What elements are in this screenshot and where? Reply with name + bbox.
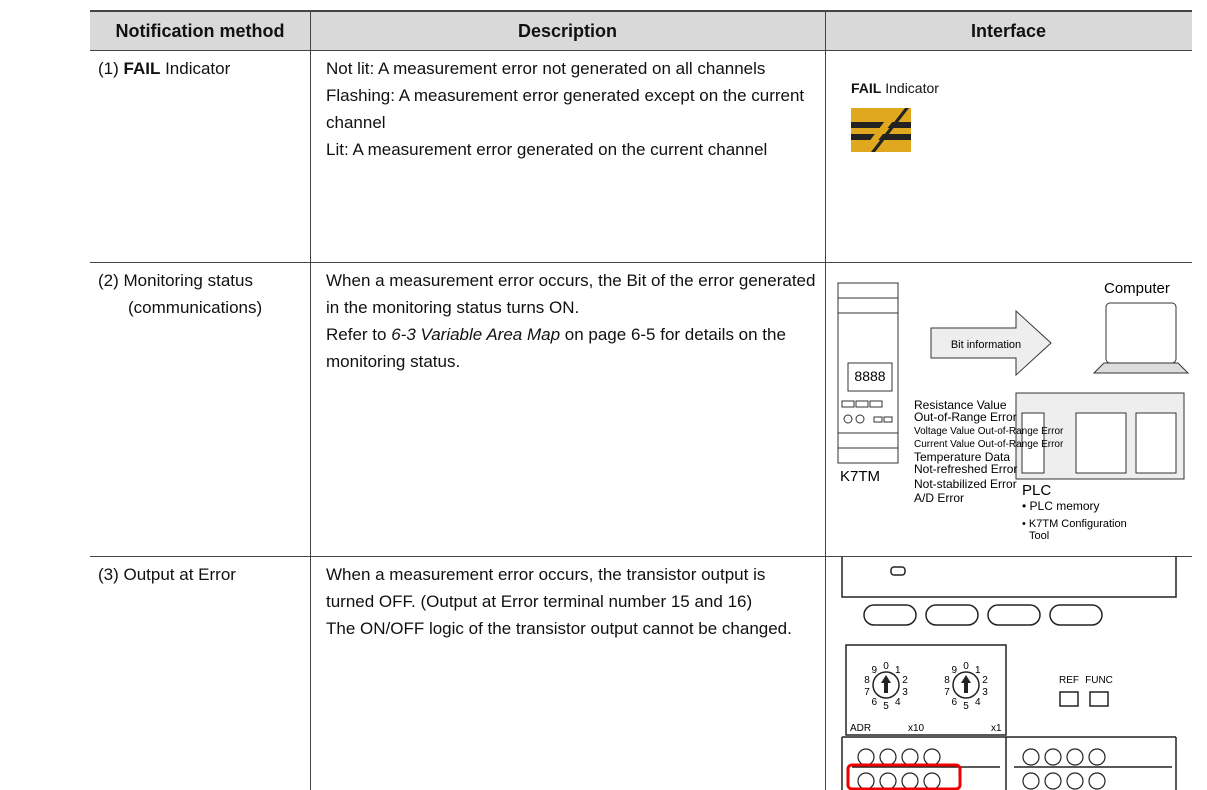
row-line	[90, 262, 1192, 263]
text: on page 6-5 for details on the monitorin…	[326, 325, 786, 371]
text: Flashing: A measurement error generated …	[326, 86, 805, 132]
fail-icon	[851, 108, 911, 152]
text: When a measurement error occurs, the Bit…	[326, 271, 816, 317]
arrow-label: Bit information	[951, 339, 1021, 351]
dial-digit: 4	[975, 697, 981, 708]
dial-digit: 8	[944, 675, 950, 686]
method-cell: (1) FAIL Indicator	[98, 55, 303, 82]
dial-digit: 3	[982, 687, 988, 698]
method-cell: (2) Monitoring status (communications)	[98, 271, 263, 317]
error-text: Voltage Value Out-of-Range Error	[914, 426, 1064, 437]
text: FAIL	[851, 80, 882, 96]
dial-digit: 9	[951, 665, 957, 676]
dial-label: ADR	[850, 723, 871, 734]
button-label: FUNC	[1085, 675, 1113, 686]
text: When a measurement error occurs, the tra…	[326, 565, 766, 611]
dial-label: x1	[991, 723, 1002, 734]
error-text: A/D Error	[914, 491, 964, 505]
device-label: K7TM	[840, 468, 880, 485]
plc-label: PLC	[1022, 482, 1051, 499]
dial-digit: 9	[871, 665, 877, 676]
dial-digit: 3	[902, 687, 908, 698]
text: (1)	[98, 59, 124, 78]
description-cell: When a measurement error occurs, the tra…	[326, 561, 816, 642]
dial-digit: 5	[963, 701, 969, 712]
indicator-label: FAIL Indicator	[851, 80, 939, 96]
text: Lit: A measurement error generated on th…	[326, 140, 768, 159]
column-line	[825, 10, 826, 790]
dial-pointer	[961, 675, 971, 693]
header-cell: Description	[310, 10, 825, 50]
dial-digit: 0	[963, 661, 969, 672]
text: The ON/OFF logic of the transistor outpu…	[326, 619, 792, 638]
dial-digit: 6	[871, 697, 877, 708]
text: Not lit: A measurement error not generat…	[326, 59, 766, 78]
dial-label: x10	[908, 723, 925, 734]
row-line	[90, 556, 1192, 557]
button-label: REF	[1059, 675, 1079, 686]
dial-digit: 1	[895, 665, 901, 676]
text: 6-3 Variable Area Map	[391, 325, 561, 344]
dial-digit: 0	[883, 661, 889, 672]
error-text: Temperature Data	[914, 450, 1010, 464]
plc-note: • PLC memory	[1022, 499, 1100, 513]
text: Indicator	[881, 80, 939, 96]
computer-label: Computer	[1104, 280, 1170, 297]
error-text: Resistance Value	[914, 398, 1007, 412]
dial-digit: 1	[975, 665, 981, 676]
display-text: 8888	[854, 368, 885, 384]
dial-pointer	[881, 675, 891, 693]
column-line	[310, 10, 311, 790]
error-text: Not-refreshed Error	[914, 462, 1017, 476]
method-cell: (3) Output at Error	[98, 565, 236, 584]
plc-note: Tool	[1029, 530, 1049, 542]
text: FAIL	[123, 59, 161, 78]
dial-digit: 2	[982, 675, 988, 686]
row-line	[90, 50, 1192, 51]
highlight	[846, 763, 962, 790]
dial-digit: 4	[895, 697, 901, 708]
header-cell: Interface	[825, 10, 1192, 50]
dial-digit: 8	[864, 675, 870, 686]
dial-digit: 5	[883, 701, 889, 712]
text: Refer to 6-3 Variable Area Map on page 6…	[326, 321, 816, 375]
communication-diagram: 8888 Bit information Computer Resistance…	[837, 280, 1190, 542]
description-cell: Not lit: A measurement error not generat…	[326, 55, 816, 163]
description-cell: When a measurement error occurs, the Bit…	[326, 267, 816, 375]
dial-digit: 7	[944, 687, 950, 698]
error-text: Current Value Out-of-Range Error	[914, 439, 1064, 450]
text: Refer to	[326, 325, 392, 344]
error-text: Not-stabilized Error	[914, 477, 1017, 491]
plc-note: • K7TM Configuration	[1022, 518, 1127, 530]
dial-digit: 2	[902, 675, 908, 686]
dial-digit: 6	[951, 697, 957, 708]
header-cell: Notification method	[90, 10, 310, 50]
text: Indicator	[160, 59, 231, 78]
dial-digit: 7	[864, 687, 870, 698]
error-text: Out-of-Range Error	[914, 410, 1017, 424]
